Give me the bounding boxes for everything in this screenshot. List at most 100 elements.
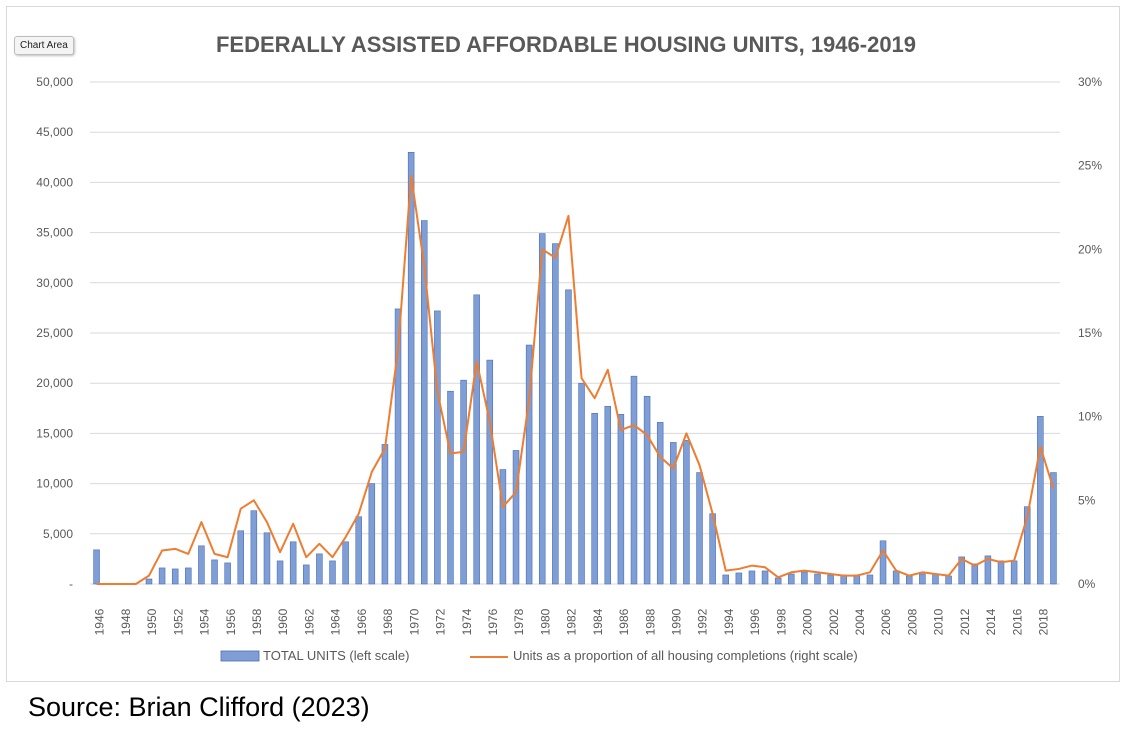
- x-tick-label: 1990: [669, 608, 683, 635]
- right-axis-ticks: 0% 5% 10% 15% 20% 25% 30%: [1078, 75, 1102, 591]
- left-tick-label: 50,000: [36, 75, 73, 89]
- x-tick-label: 2008: [905, 608, 919, 635]
- legend-bar-swatch: [220, 650, 260, 662]
- chart-title: FEDERALLY ASSISTED AFFORDABLE HOUSING UN…: [216, 32, 916, 57]
- x-tick-label: 1984: [591, 608, 605, 635]
- x-tick-label: 1960: [276, 608, 290, 635]
- proportion-line: [96, 174, 1055, 585]
- x-axis-ticks: 1946 1948 1950 1952 1954 1956 1958 1960 1962 1964…: [93, 608, 1051, 635]
- bar-1969: [394, 308, 402, 585]
- x-tick-label: 1996: [748, 608, 762, 635]
- bar-2002: [827, 574, 834, 585]
- bar-1954: [198, 545, 205, 585]
- x-tick-label: 1988: [643, 608, 657, 635]
- right-tick-label: 25%: [1078, 159, 1102, 173]
- x-tick-label: 1950: [145, 608, 159, 635]
- bar-1952: [171, 568, 179, 585]
- left-tick-label: 15,000: [36, 426, 73, 440]
- right-tick-label: 10%: [1078, 410, 1102, 424]
- bar-1976: [486, 359, 494, 585]
- bar-1962: [303, 564, 310, 585]
- x-tick-label: 2014: [984, 608, 998, 635]
- x-tick-label: 1986: [617, 608, 631, 635]
- x-tick-label: 1992: [696, 608, 710, 635]
- right-tick-label: 0%: [1078, 577, 1096, 591]
- left-tick-label: 35,000: [36, 226, 73, 240]
- bar-2014: [984, 555, 992, 585]
- bar-1950: [145, 578, 153, 585]
- legend-bar-label: TOTAL UNITS (left scale): [263, 648, 409, 663]
- bar-2000: [801, 571, 808, 585]
- bar-2013: [971, 563, 979, 585]
- x-tick-label: 1972: [434, 608, 448, 635]
- x-tick-label: 1968: [381, 608, 395, 635]
- chart-area-tooltip: Chart Area: [14, 36, 74, 55]
- x-tick-label: 1962: [302, 608, 316, 635]
- bar-1963: [316, 553, 323, 585]
- chart-frame: [6, 6, 1120, 682]
- bar-1953: [185, 567, 192, 585]
- bar-2010: [932, 573, 939, 585]
- bar-1967: [368, 483, 376, 585]
- bar-2001: [814, 573, 821, 585]
- x-tick-label: 2000: [801, 608, 815, 635]
- bar-2009: [919, 573, 926, 585]
- bar-1951: [158, 567, 166, 585]
- x-tick-label: 1966: [355, 608, 369, 635]
- bar-1991: [683, 440, 690, 585]
- bar-2011: [945, 575, 952, 585]
- x-tick-label: 1964: [329, 608, 343, 635]
- bar-1995: [735, 572, 743, 585]
- left-tick-label: -: [69, 577, 73, 591]
- bar-1975: [473, 294, 480, 585]
- x-tick-label: 1998: [774, 608, 788, 635]
- x-tick-label: 1954: [198, 608, 212, 635]
- x-tick-label: 1976: [486, 608, 500, 635]
- bar-1970: [407, 151, 415, 585]
- x-tick-label: 1958: [250, 608, 264, 635]
- x-tick-label: 1970: [407, 608, 421, 635]
- bar-1946: [93, 549, 100, 585]
- bar-1998: [774, 577, 782, 585]
- gridlines: [90, 81, 1060, 585]
- bar-1986: [617, 414, 625, 585]
- bar-2007: [892, 570, 900, 585]
- source-caption: Source: Brian Clifford (2023): [28, 692, 370, 722]
- bar-1973: [447, 390, 454, 585]
- right-tick-label: 20%: [1078, 242, 1102, 256]
- bar-1985: [604, 405, 612, 585]
- bar-2008: [906, 575, 913, 585]
- left-axis-ticks: - 5,000 10,000 15,000 20,000 25,000 30,000 35,0…: [36, 75, 73, 591]
- x-tick-label: 1980: [538, 608, 552, 635]
- left-tick-label: 40,000: [36, 175, 73, 189]
- x-tick-label: 1978: [512, 608, 526, 635]
- x-tick-label: 1982: [565, 608, 579, 635]
- x-tick-label: 2016: [1010, 608, 1024, 635]
- right-tick-label: 15%: [1078, 326, 1102, 340]
- left-tick-label: 20,000: [36, 376, 73, 390]
- x-tick-label: 1994: [722, 608, 736, 635]
- bar-2019: [1050, 472, 1057, 585]
- bar-2018: [1037, 416, 1044, 585]
- x-tick-label: 1948: [119, 608, 133, 635]
- bar-2016: [1010, 560, 1018, 585]
- bar-1997: [761, 570, 769, 585]
- bar-1984: [591, 413, 598, 585]
- bar-1957: [237, 530, 244, 585]
- bar-1988: [643, 395, 651, 585]
- left-tick-label: 30,000: [36, 276, 73, 290]
- left-tick-label: 10,000: [36, 477, 73, 491]
- x-tick-label: 1974: [460, 608, 474, 635]
- bar-1958: [250, 510, 258, 585]
- bar-1971: [421, 220, 428, 585]
- x-tick-label: 1946: [93, 608, 107, 635]
- bar-series: [93, 151, 1057, 585]
- bar-1972: [434, 310, 441, 585]
- bar-1992: [696, 472, 703, 585]
- x-tick-label: 2002: [827, 608, 841, 635]
- bar-2006: [879, 540, 887, 585]
- x-tick-label: 2018: [1037, 608, 1051, 635]
- bar-1979: [525, 344, 533, 585]
- bar-1964: [329, 560, 336, 585]
